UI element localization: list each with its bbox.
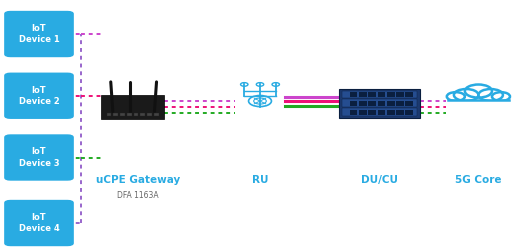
Text: uCPE Gateway: uCPE Gateway [96, 175, 180, 185]
FancyBboxPatch shape [368, 101, 376, 106]
FancyBboxPatch shape [127, 113, 132, 116]
Text: RU: RU [252, 175, 268, 185]
FancyBboxPatch shape [368, 110, 376, 115]
Text: DU/CU: DU/CU [361, 175, 398, 185]
Text: DFA 1163A: DFA 1163A [117, 191, 159, 200]
FancyBboxPatch shape [134, 113, 138, 116]
FancyBboxPatch shape [349, 92, 357, 98]
FancyBboxPatch shape [154, 113, 159, 116]
FancyBboxPatch shape [120, 113, 125, 116]
FancyBboxPatch shape [342, 91, 417, 99]
FancyBboxPatch shape [387, 92, 395, 98]
FancyBboxPatch shape [4, 73, 74, 119]
FancyBboxPatch shape [359, 101, 367, 106]
FancyBboxPatch shape [406, 101, 413, 106]
FancyBboxPatch shape [396, 101, 404, 106]
FancyBboxPatch shape [378, 92, 385, 98]
FancyBboxPatch shape [446, 100, 511, 105]
Circle shape [447, 92, 465, 101]
FancyBboxPatch shape [101, 95, 164, 119]
FancyBboxPatch shape [446, 87, 511, 104]
Circle shape [478, 89, 503, 101]
FancyBboxPatch shape [4, 134, 74, 181]
FancyBboxPatch shape [340, 89, 420, 118]
Circle shape [454, 89, 478, 101]
FancyBboxPatch shape [406, 110, 413, 115]
Text: IoT
Device 4: IoT Device 4 [19, 213, 59, 233]
FancyBboxPatch shape [396, 92, 404, 98]
FancyBboxPatch shape [4, 11, 74, 57]
FancyBboxPatch shape [387, 110, 395, 115]
FancyBboxPatch shape [359, 92, 367, 98]
Text: IoT
Device 2: IoT Device 2 [19, 86, 59, 106]
FancyBboxPatch shape [359, 110, 367, 115]
Circle shape [465, 84, 492, 98]
FancyBboxPatch shape [349, 110, 357, 115]
Text: 5G Core: 5G Core [455, 175, 502, 185]
Text: IoT
Device 1: IoT Device 1 [19, 24, 59, 44]
FancyBboxPatch shape [368, 92, 376, 98]
Text: IoT
Device 3: IoT Device 3 [19, 147, 59, 168]
FancyBboxPatch shape [406, 92, 413, 98]
FancyBboxPatch shape [4, 200, 74, 246]
Circle shape [492, 92, 510, 101]
FancyBboxPatch shape [378, 101, 385, 106]
FancyBboxPatch shape [140, 113, 145, 116]
FancyBboxPatch shape [387, 101, 395, 106]
FancyBboxPatch shape [147, 113, 152, 116]
FancyBboxPatch shape [378, 110, 385, 115]
FancyBboxPatch shape [349, 101, 357, 106]
FancyBboxPatch shape [107, 113, 111, 116]
FancyBboxPatch shape [342, 108, 417, 116]
FancyBboxPatch shape [342, 100, 417, 107]
FancyBboxPatch shape [113, 113, 118, 116]
FancyBboxPatch shape [396, 110, 404, 115]
